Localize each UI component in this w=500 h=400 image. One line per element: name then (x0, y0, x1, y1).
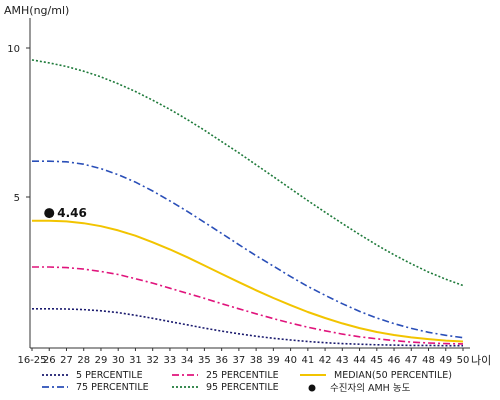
y-axis-label: AMH(ng/ml) (4, 4, 69, 17)
x-tick-label: 33 (164, 355, 177, 366)
x-tick-label: 38 (250, 355, 263, 366)
series-line-median-50-percentile- (32, 219, 464, 343)
series-line-25-percentile (32, 266, 464, 345)
y-tick-label: 5 (14, 193, 20, 204)
x-tick-label: 47 (405, 355, 418, 366)
x-tick-label: 29 (95, 355, 108, 366)
legend-label: 수진자의 AMH 농도 (330, 383, 411, 394)
patient-amh-value-label: 4.46 (57, 206, 87, 220)
patient-amh-marker (44, 208, 55, 219)
x-tick-label: 46 (388, 355, 401, 366)
x-axis-label: 나이 (471, 354, 491, 367)
series-line-5-percentile (32, 308, 463, 347)
x-tick-label: 40 (284, 355, 297, 366)
x-tick-label: 30 (112, 355, 125, 366)
x-tick-label: 36 (215, 355, 228, 366)
x-tick-label: 37 (233, 355, 246, 366)
legend: 5 PERCENTILE 25 PERCENTILE MEDIAN(50 PERCE… (42, 370, 452, 394)
x-tick-label: 49 (439, 355, 452, 366)
series-line-95-percentile (31, 59, 464, 287)
x-tick-label: 34 (181, 355, 194, 366)
legend-label: 5 PERCENTILE (76, 370, 143, 381)
legend-label: 25 PERCENTILE (206, 370, 279, 381)
x-tick-label: 16-25 (17, 355, 46, 366)
x-tick-label: 50 (457, 355, 470, 366)
x-tick-label: 28 (77, 355, 90, 366)
x-tick-label: 35 (198, 355, 211, 366)
x-tick-label: 31 (129, 355, 142, 366)
x-tick-label: 44 (353, 355, 366, 366)
x-tick-label: 48 (422, 355, 435, 366)
y-tick-label: 10 (7, 44, 20, 55)
x-tick-label: 42 (319, 355, 332, 366)
legend-label: 75 PERCENTILE (76, 382, 149, 393)
legend-marker-swatch (308, 384, 316, 392)
legend-label: MEDIAN(50 PERCENTILE) (334, 370, 452, 381)
legend-label: 95 PERCENTILE (206, 382, 279, 393)
x-tick-label: 45 (370, 355, 383, 366)
x-tick-label: 41 (301, 355, 314, 366)
x-tick-label: 26 (43, 355, 56, 366)
x-tick-label: 27 (60, 355, 73, 366)
x-tick-label: 32 (146, 355, 159, 366)
x-tick-label: 39 (267, 355, 280, 366)
x-tick-label: 43 (336, 355, 349, 366)
